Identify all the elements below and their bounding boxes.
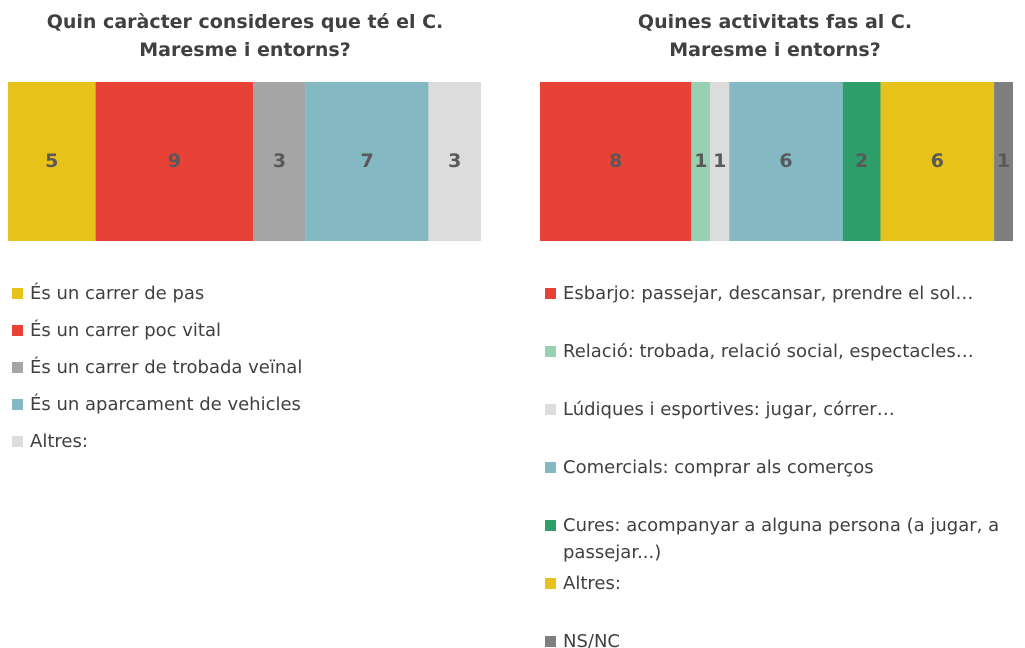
data-label: 1	[713, 150, 726, 172]
chart-title: Quin caràcter consideres que té el C. Ma…	[46, 11, 444, 61]
data-label: 6	[931, 150, 944, 172]
legend-label: És un carrer de trobada veïnal	[30, 357, 303, 378]
bar-segment	[710, 82, 730, 241]
legend-item: És un carrer poc vital	[12, 317, 472, 344]
legend-label: És un carrer de pas	[30, 283, 205, 304]
legend-swatch	[545, 578, 556, 589]
legend-item: Lúdiques i esportives: jugar, córrer…	[545, 396, 1023, 423]
bar-segment	[880, 82, 995, 241]
legend-swatch	[545, 346, 556, 357]
bar-segment	[540, 82, 692, 241]
bar-segment	[729, 82, 843, 241]
bar-segment	[95, 82, 254, 241]
legend-label: Altres:	[30, 431, 88, 452]
bar-segment	[253, 82, 306, 241]
legend-swatch	[545, 520, 556, 531]
legend-item: Esbarjo: passejar, descansar, prendre el…	[545, 280, 1023, 307]
data-label: 5	[45, 150, 58, 172]
legend-swatch	[12, 288, 23, 299]
legend-item: És un aparcament de vehicles	[12, 391, 472, 418]
legend-swatch	[545, 636, 556, 647]
data-label: 3	[273, 150, 286, 172]
legend-item: Altres:	[12, 428, 472, 455]
legend-label: Comercials: comprar als comerços	[563, 457, 874, 478]
bar-segment	[994, 82, 1013, 241]
data-label: 7	[361, 150, 374, 172]
data-label: 8	[609, 150, 622, 172]
legend-swatch	[12, 362, 23, 373]
legend-label: Cures: acompanyar a alguna persona (a ju…	[563, 515, 1000, 563]
legend-swatch	[12, 436, 23, 447]
legend-label: Altres:	[563, 573, 621, 594]
legend-label: Lúdiques i esportives: jugar, córrer…	[563, 399, 895, 420]
legend-swatch	[545, 404, 556, 415]
legend-swatch	[545, 462, 556, 473]
legend-label: És un aparcament de vehicles	[30, 394, 301, 415]
legend-label: És un carrer poc vital	[30, 320, 222, 341]
legend-swatch	[545, 288, 556, 299]
legend-item: És un carrer de trobada veïnal	[12, 354, 472, 381]
data-label: 9	[168, 150, 181, 172]
legend-swatch	[12, 325, 23, 336]
legend-item: Relació: trobada, relació social, espect…	[545, 338, 1023, 365]
data-label: 1	[997, 150, 1010, 172]
legend-item: NS/NC	[545, 628, 1023, 648]
data-label: 2	[855, 150, 868, 172]
legend-item: Altres:	[545, 570, 1023, 597]
bar-segment	[305, 82, 429, 241]
data-label: 1	[694, 150, 707, 172]
data-label: 3	[448, 150, 461, 172]
legend-item: És un carrer de pas	[12, 280, 472, 307]
legend-label: NS/NC	[563, 631, 620, 648]
legend-item: Cures: acompanyar a alguna persona (a ju…	[545, 512, 1023, 566]
legend-swatch	[12, 399, 23, 410]
legend-label: Esbarjo: passejar, descansar, prendre el…	[563, 283, 974, 304]
bar-segment	[691, 82, 711, 241]
bar-segment	[8, 82, 96, 241]
bar-segment	[428, 82, 481, 241]
data-label: 6	[779, 150, 792, 172]
bar-segment	[842, 82, 881, 241]
legend-item: Comercials: comprar als comerços	[545, 454, 1023, 481]
legend-label: Relació: trobada, relació social, espect…	[563, 341, 974, 362]
chart-title: Quines activitats fas al C. Maresme i en…	[637, 11, 913, 61]
